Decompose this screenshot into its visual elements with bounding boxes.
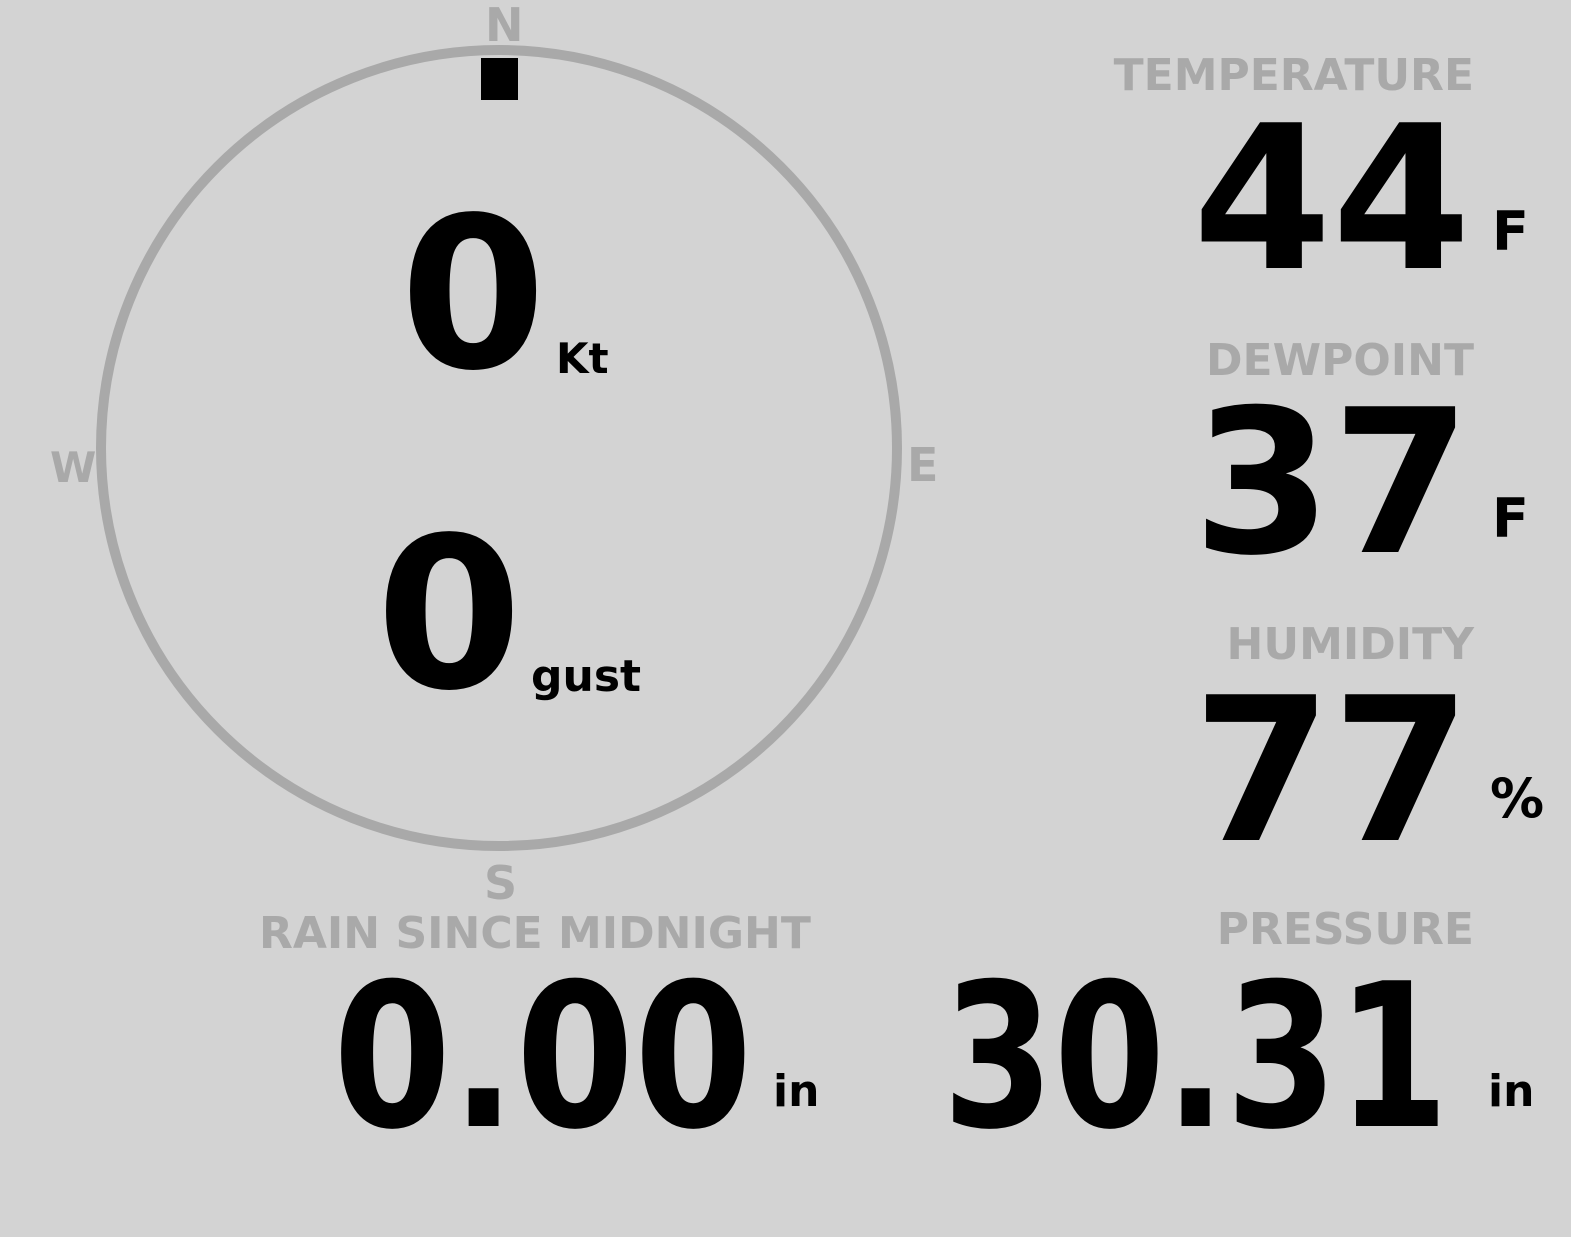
temperature-unit: F: [1492, 200, 1529, 263]
compass-ring: [96, 45, 902, 851]
compass-w: W: [50, 443, 97, 492]
compass-n: N: [485, 0, 524, 52]
dewpoint-value: 37: [1192, 367, 1471, 600]
dewpoint-label: DEWPOINT: [1206, 335, 1474, 386]
humidity-label: HUMIDITY: [1226, 619, 1474, 670]
pressure-value: 30.31: [942, 941, 1449, 1174]
rain-label: RAIN SINCE MIDNIGHT: [259, 908, 811, 959]
wind-direction-marker: [481, 58, 518, 100]
pressure-unit: in: [1488, 1066, 1535, 1117]
pressure-label: PRESSURE: [1216, 904, 1474, 955]
wind-gust-label: gust: [531, 651, 642, 702]
dewpoint-unit: F: [1492, 487, 1529, 550]
compass-e: E: [907, 438, 939, 492]
temperature-label: TEMPERATURE: [1113, 50, 1474, 101]
humidity-unit: %: [1490, 767, 1545, 830]
rain-unit: in: [773, 1066, 820, 1117]
temperature-value: 44: [1192, 83, 1471, 316]
wind-gust: 0: [376, 492, 523, 737]
wind-speed-unit: Kt: [556, 334, 609, 383]
wind-speed: 0: [400, 172, 547, 417]
humidity-value: 77: [1192, 655, 1471, 888]
compass-s: S: [484, 856, 518, 910]
rain-value: 0.00: [333, 941, 753, 1174]
